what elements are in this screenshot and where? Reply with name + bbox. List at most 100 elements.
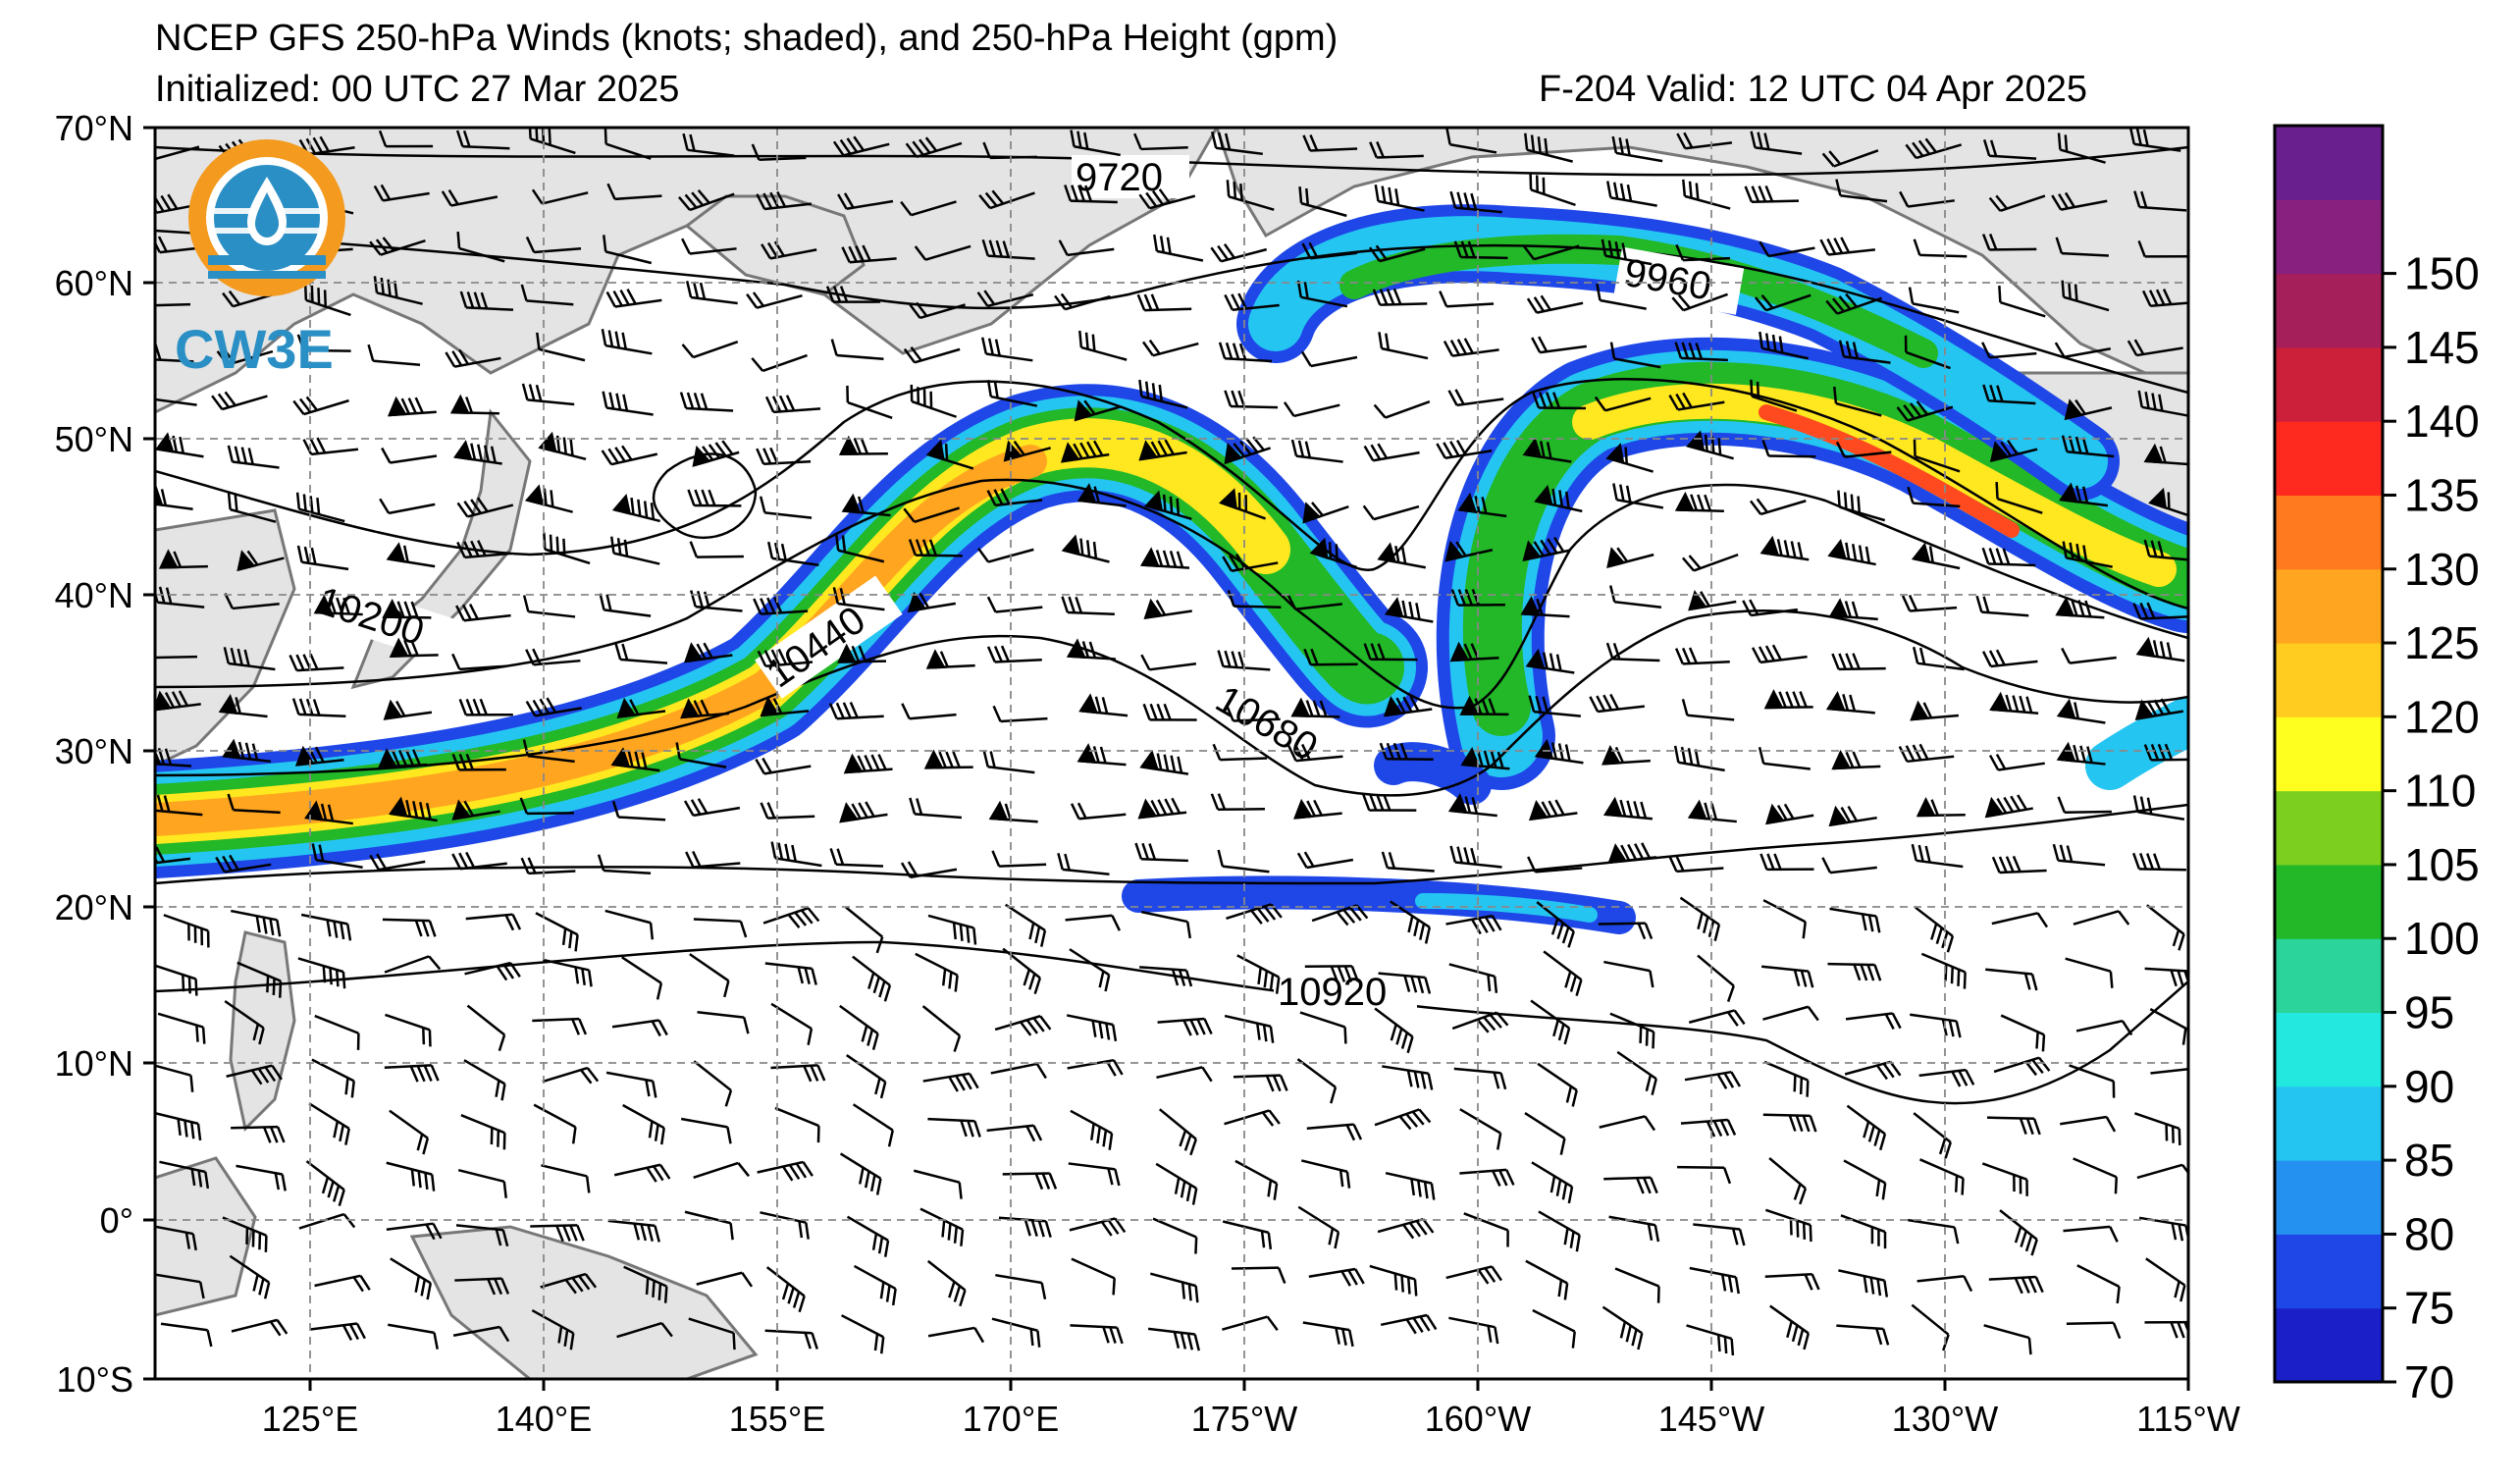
wind-barb — [980, 337, 1033, 362]
wind-barb — [1374, 1108, 1432, 1131]
wind-barb — [1751, 644, 1808, 664]
wind-barb — [988, 800, 1038, 823]
lat-label: 10°S — [57, 1359, 133, 1400]
wind-barb — [1448, 963, 1498, 993]
wind-barb — [1602, 796, 1654, 821]
wind-barb — [1296, 1058, 1338, 1104]
wind-barb — [1300, 350, 1358, 368]
wind-barb — [1142, 703, 1197, 721]
wind-barb — [1374, 184, 1425, 212]
wind-barb — [1821, 149, 1879, 168]
contour-label: 10920 — [1278, 971, 1387, 1014]
wind-barb — [2054, 342, 2112, 359]
wind-barb — [921, 1005, 962, 1052]
colorbar-tick-label: 130 — [2404, 544, 2480, 595]
wind-barb — [1384, 597, 1434, 623]
map-frame — [153, 126, 2190, 1381]
wind-barb — [616, 1321, 673, 1339]
wind-barb — [681, 340, 739, 359]
wind-barb — [843, 753, 893, 774]
wind-barb — [1069, 1217, 1127, 1237]
wind-barb — [1297, 1205, 1340, 1249]
wind-barb — [1536, 901, 1575, 948]
wind-barb — [1991, 855, 2047, 874]
wind-barb — [1609, 1012, 1655, 1049]
colorbar-segment — [2275, 643, 2383, 717]
wind-barb — [1537, 1062, 1578, 1107]
wind-barb — [1916, 797, 1966, 818]
colorbar-tick-label: 105 — [2404, 839, 2480, 890]
wind-barb — [1759, 240, 1815, 258]
wind-barb — [1920, 952, 1967, 989]
wind-barb — [520, 284, 574, 306]
wind-barb — [1995, 482, 2043, 514]
colorbar-segment — [2275, 346, 2383, 422]
wind-barb — [1377, 1217, 1435, 1240]
wind-barb — [1999, 1209, 2038, 1256]
wind-barb — [1137, 797, 1187, 820]
wind-barb — [1449, 845, 1502, 869]
wind-barb — [1905, 137, 1963, 160]
wind-barb — [1531, 1161, 1574, 1204]
lon-label: 130°W — [1892, 1399, 1998, 1439]
wind-barb — [1528, 695, 1582, 717]
wind-barb — [2055, 237, 2109, 257]
wind-barb — [155, 1273, 205, 1299]
wind-barb — [1525, 1259, 1569, 1300]
wind-barb — [1674, 491, 1724, 512]
wind-barb — [1821, 857, 1877, 874]
wind-barb — [760, 1211, 810, 1240]
wind-barb — [155, 485, 193, 511]
wind-barb — [1759, 853, 1814, 872]
wind-barb — [839, 1152, 882, 1195]
wind-barb — [1686, 1324, 1735, 1356]
wind-barb — [1447, 389, 1504, 407]
wind-barb — [682, 132, 735, 157]
wind-barb — [910, 384, 957, 418]
wind-barb — [211, 391, 268, 411]
wind-barb — [1668, 855, 1724, 874]
wind-barb — [385, 1013, 432, 1047]
wind-barb — [1838, 1269, 1889, 1298]
wind-barb — [1527, 856, 1583, 874]
wind-barb — [1681, 553, 1739, 572]
wind-barb — [986, 488, 1043, 507]
wind-barb — [2066, 1321, 2122, 1340]
wind-barb — [1754, 293, 1811, 312]
wind-barb — [1152, 234, 1204, 262]
map-title: NCEP GFS 250-hPa Winds (knots; shaded), … — [155, 18, 1339, 59]
wind-barb — [1829, 907, 1881, 933]
wind-barb — [1226, 180, 1275, 211]
wind-barb — [1459, 1168, 1515, 1187]
wind-barb — [1689, 1266, 1740, 1295]
wind-barb — [1224, 1014, 1275, 1043]
wind-barb — [525, 697, 582, 717]
wind-barb — [1684, 1070, 1742, 1089]
wind-barb — [697, 1010, 750, 1034]
wind-barb — [1222, 553, 1279, 572]
wind-barb — [1065, 914, 1122, 931]
wind-barb — [1908, 1218, 1960, 1245]
wind-barb — [2061, 647, 2117, 664]
wind-barb — [1603, 1176, 1658, 1194]
wind-barb — [841, 493, 891, 517]
wind-barb — [1453, 240, 1508, 260]
wind-barb — [687, 489, 742, 507]
wind-barb — [1301, 241, 1358, 260]
wind-barb — [1390, 900, 1432, 944]
wind-barb — [310, 1322, 366, 1341]
wind-barb — [445, 348, 501, 368]
wind-barb — [1833, 386, 1882, 417]
wind-barb — [597, 854, 652, 875]
wind-barb — [1522, 437, 1572, 463]
wind-barb — [520, 857, 576, 875]
wind-barb — [1139, 749, 1189, 775]
wind-barb — [828, 702, 884, 720]
wind-barb — [381, 447, 438, 464]
wind-barb — [1362, 504, 1420, 521]
wind-barb — [1378, 972, 1432, 994]
wind-barb — [1904, 335, 1951, 370]
wind-barb — [2076, 1264, 2121, 1304]
wind-barb — [1835, 441, 1892, 458]
wind-barb — [521, 383, 575, 406]
